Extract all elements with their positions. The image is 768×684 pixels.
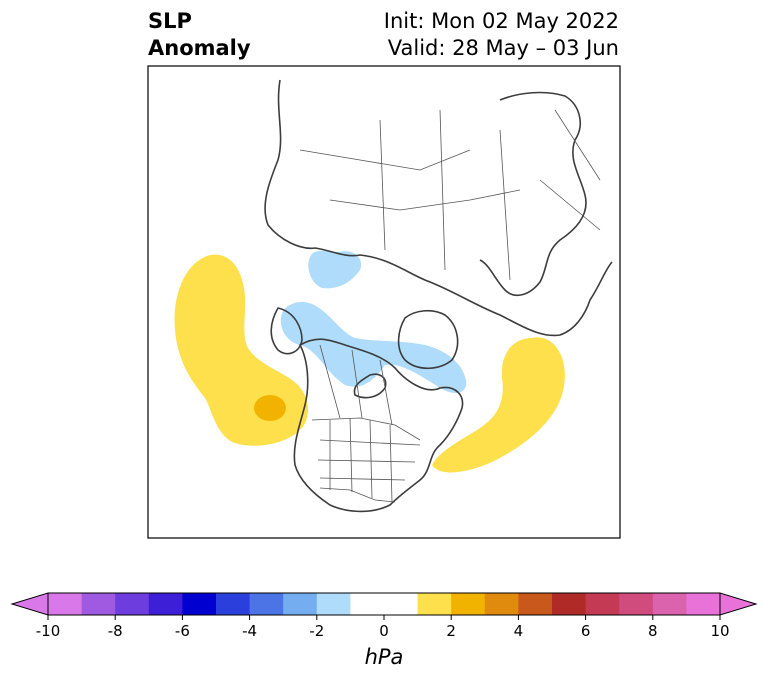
colorbar-bin <box>417 593 452 615</box>
colorbar-min-extend <box>10 592 49 616</box>
alaska-coastline <box>270 307 303 355</box>
colorbar-tick-label: 4 <box>514 622 524 640</box>
anomaly-fields <box>174 250 565 473</box>
colorbar-bin <box>686 593 721 615</box>
colorbar-tick-label: 10 <box>710 622 729 640</box>
colorbar-bin <box>484 593 519 615</box>
colorbar-bins <box>48 593 721 615</box>
colorbar-tick-label: -4 <box>242 622 257 640</box>
eurasia-coastline <box>264 79 613 337</box>
colorbar-tick-label: 2 <box>446 622 456 640</box>
colorbar-bin <box>652 593 687 615</box>
negative-anomaly-hudson <box>308 250 362 289</box>
colorbar-bin <box>384 593 419 615</box>
title-line-1: SLP <box>148 9 192 33</box>
colorbar-bin <box>518 593 553 615</box>
colorbar-bin <box>81 593 116 615</box>
colorbar-bin <box>182 593 217 615</box>
us-canada-border <box>311 417 421 441</box>
colorbar-tick-label: 0 <box>379 622 389 640</box>
colorbar-tick-label: -8 <box>108 622 123 640</box>
colorbar-bin <box>316 593 351 615</box>
colorbar-bin <box>350 593 385 615</box>
hudson-bay-coastline <box>353 373 387 399</box>
colorbar-tick-label: 6 <box>581 622 591 640</box>
colorbar-tick-label: -10 <box>36 622 61 640</box>
colorbar-max-extend <box>719 592 758 616</box>
colorbar-bin <box>115 593 150 615</box>
title-line-2: Anomaly <box>148 36 251 60</box>
colorbar-ticks: -10 -8 -6 -4 -2 0 2 4 6 8 10 <box>36 615 730 640</box>
colorbar-bin <box>451 593 486 615</box>
colorbar-bin <box>48 593 83 615</box>
negative-anomaly-arctic <box>280 301 467 394</box>
colorbar-bin <box>619 593 654 615</box>
coastlines <box>264 79 613 513</box>
valid-date: Valid: 28 May – 03 Jun <box>387 36 619 60</box>
date-info: Init: Mon 02 May 2022 Valid: 28 May – 03… <box>384 8 619 62</box>
map-title: SLP Anomaly <box>148 8 251 62</box>
colorbar-tick-label: -6 <box>175 622 190 640</box>
colorbar: -10 -8 -6 -4 -2 0 2 4 6 8 10 <box>10 592 758 640</box>
positive-anomaly-pacific-core <box>254 395 286 421</box>
colorbar-bin <box>216 593 251 615</box>
greenland-coastline <box>397 309 459 370</box>
colorbar-bin <box>552 593 587 615</box>
north-america-coastline <box>293 338 464 513</box>
positive-anomaly-atlantic <box>432 337 565 473</box>
map-panel <box>147 65 621 539</box>
colorbar-bin <box>283 593 318 615</box>
colorbar-bin <box>585 593 620 615</box>
us-mexico-border <box>319 487 396 503</box>
map-frame <box>147 65 621 539</box>
colorbar-bin <box>148 593 183 615</box>
colorbar-unit-label: hPa <box>364 645 404 669</box>
colorbar-tick-label: 8 <box>648 622 658 640</box>
east-asia-coastline <box>479 91 587 297</box>
colorbar-tick-label: -2 <box>309 622 324 640</box>
political-borders <box>299 109 601 503</box>
colorbar-bin <box>249 593 284 615</box>
canada-province-borders <box>319 344 393 426</box>
us-state-borders <box>317 417 421 503</box>
eurasia-borders <box>299 109 601 281</box>
init-date: Init: Mon 02 May 2022 <box>383 9 619 33</box>
